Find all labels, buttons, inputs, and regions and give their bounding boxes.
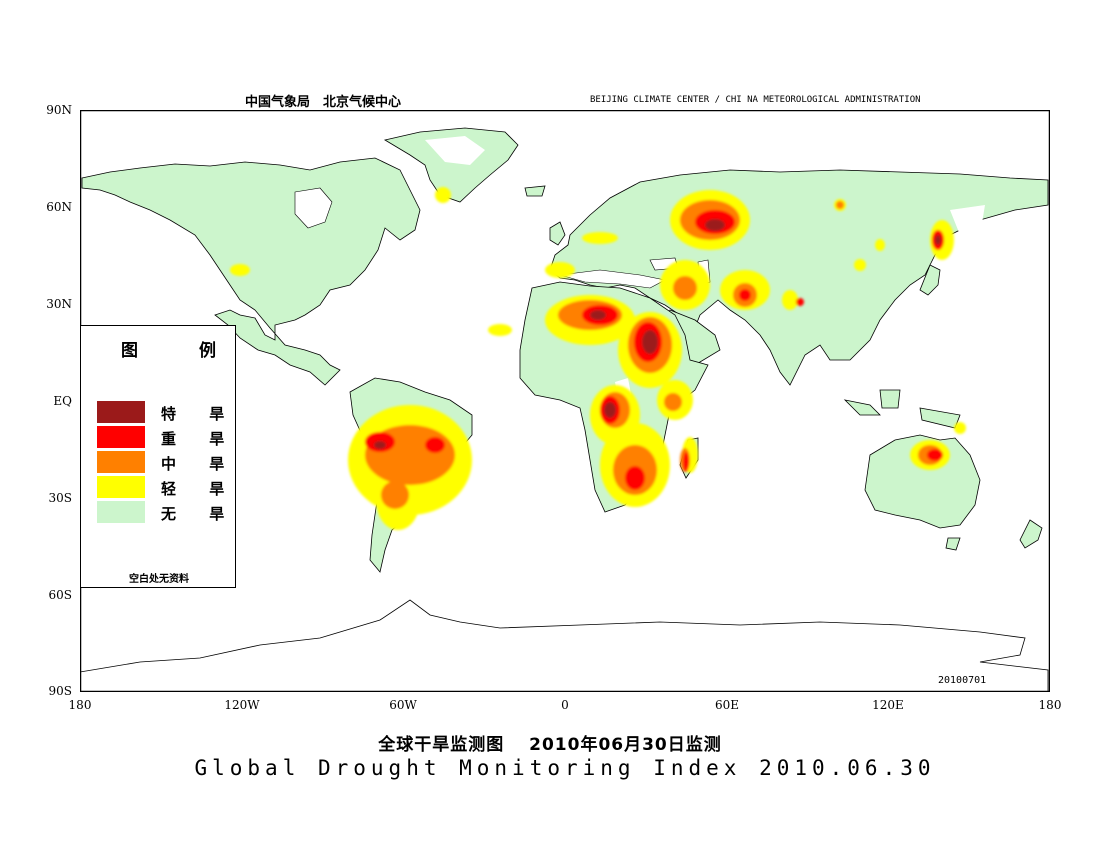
- legend-swatch-light: [97, 476, 145, 498]
- lat-label-60n: 60N: [46, 200, 72, 214]
- legend-label-extreme: 特 旱: [161, 405, 239, 423]
- lat-label-30n: 30N: [46, 297, 72, 311]
- mediterranean: [559, 269, 666, 289]
- lat-label-90s: 90S: [48, 684, 73, 698]
- new-zealand: [1019, 519, 1043, 549]
- lat-label-30s: 30S: [48, 491, 73, 505]
- legend-swatch-severe: [97, 426, 145, 448]
- legend-swatch-moderate: [97, 451, 145, 473]
- legend-item-none: 无 旱: [97, 501, 227, 523]
- lon-label-120e: 120E: [872, 698, 904, 712]
- kamchatka-gap: [950, 205, 985, 235]
- lat-label-60s: 60S: [48, 588, 73, 602]
- legend-item-extreme: 特 旱: [97, 401, 227, 423]
- uk: [549, 221, 566, 246]
- legend-title: 图 例: [121, 341, 238, 361]
- iceland: [524, 185, 546, 197]
- greenland-ice-nodata: [425, 136, 485, 165]
- no-data-areas: [294, 136, 985, 410]
- lat-label-90n: 90N: [46, 103, 72, 117]
- legend-item-severe: 重 旱: [97, 426, 227, 448]
- lon-label-60e: 60E: [714, 698, 740, 712]
- japan: [919, 264, 941, 296]
- drought-patches: [230, 187, 966, 530]
- greenland: [383, 127, 519, 203]
- legend-swatch-extreme: [97, 401, 145, 423]
- indonesia: [843, 399, 881, 416]
- lon-label-0: 0: [561, 698, 569, 712]
- legend-label-light: 轻 旱: [161, 480, 239, 498]
- hudson-bay: [294, 187, 333, 229]
- date-stamp: 20100701: [938, 675, 987, 686]
- legend-label-none: 无 旱: [161, 505, 239, 523]
- legend-item-light: 轻 旱: [97, 476, 227, 498]
- legend-label-severe: 重 旱: [161, 430, 239, 448]
- legend-note: 空白处无资料: [129, 574, 189, 585]
- lon-label-180e: 180: [1038, 698, 1062, 712]
- legend-box: 图 例 特 旱 重 旱 中 旱 轻 旱 无 旱 空白处无资料: [80, 325, 236, 588]
- lon-label-180w: 180: [68, 698, 92, 712]
- antarctica: [80, 599, 1049, 692]
- legend-label-moderate: 中 旱: [161, 455, 239, 473]
- lat-label-eq: EQ: [53, 394, 72, 408]
- australia: [864, 434, 981, 529]
- title-en: Global Drought Monitoring Index 2010.06.…: [194, 756, 936, 780]
- lon-label-60w: 60W: [389, 698, 417, 712]
- agency-header-cn: 中国气象局 北京气候中心: [245, 95, 402, 110]
- title-cn: 全球干旱监测图 2010年06月30日监测: [378, 735, 722, 755]
- drought-map: [80, 110, 1050, 692]
- north-america: [81, 157, 421, 386]
- tasmania: [945, 537, 961, 551]
- agency-header-en: BEIJING CLIMATE CENTER / CHI NA METEOROL…: [590, 95, 921, 105]
- lon-label-120w: 120W: [224, 698, 260, 712]
- borneo: [879, 389, 901, 409]
- legend-item-moderate: 中 旱: [97, 451, 227, 473]
- legend-swatch-none: [97, 501, 145, 523]
